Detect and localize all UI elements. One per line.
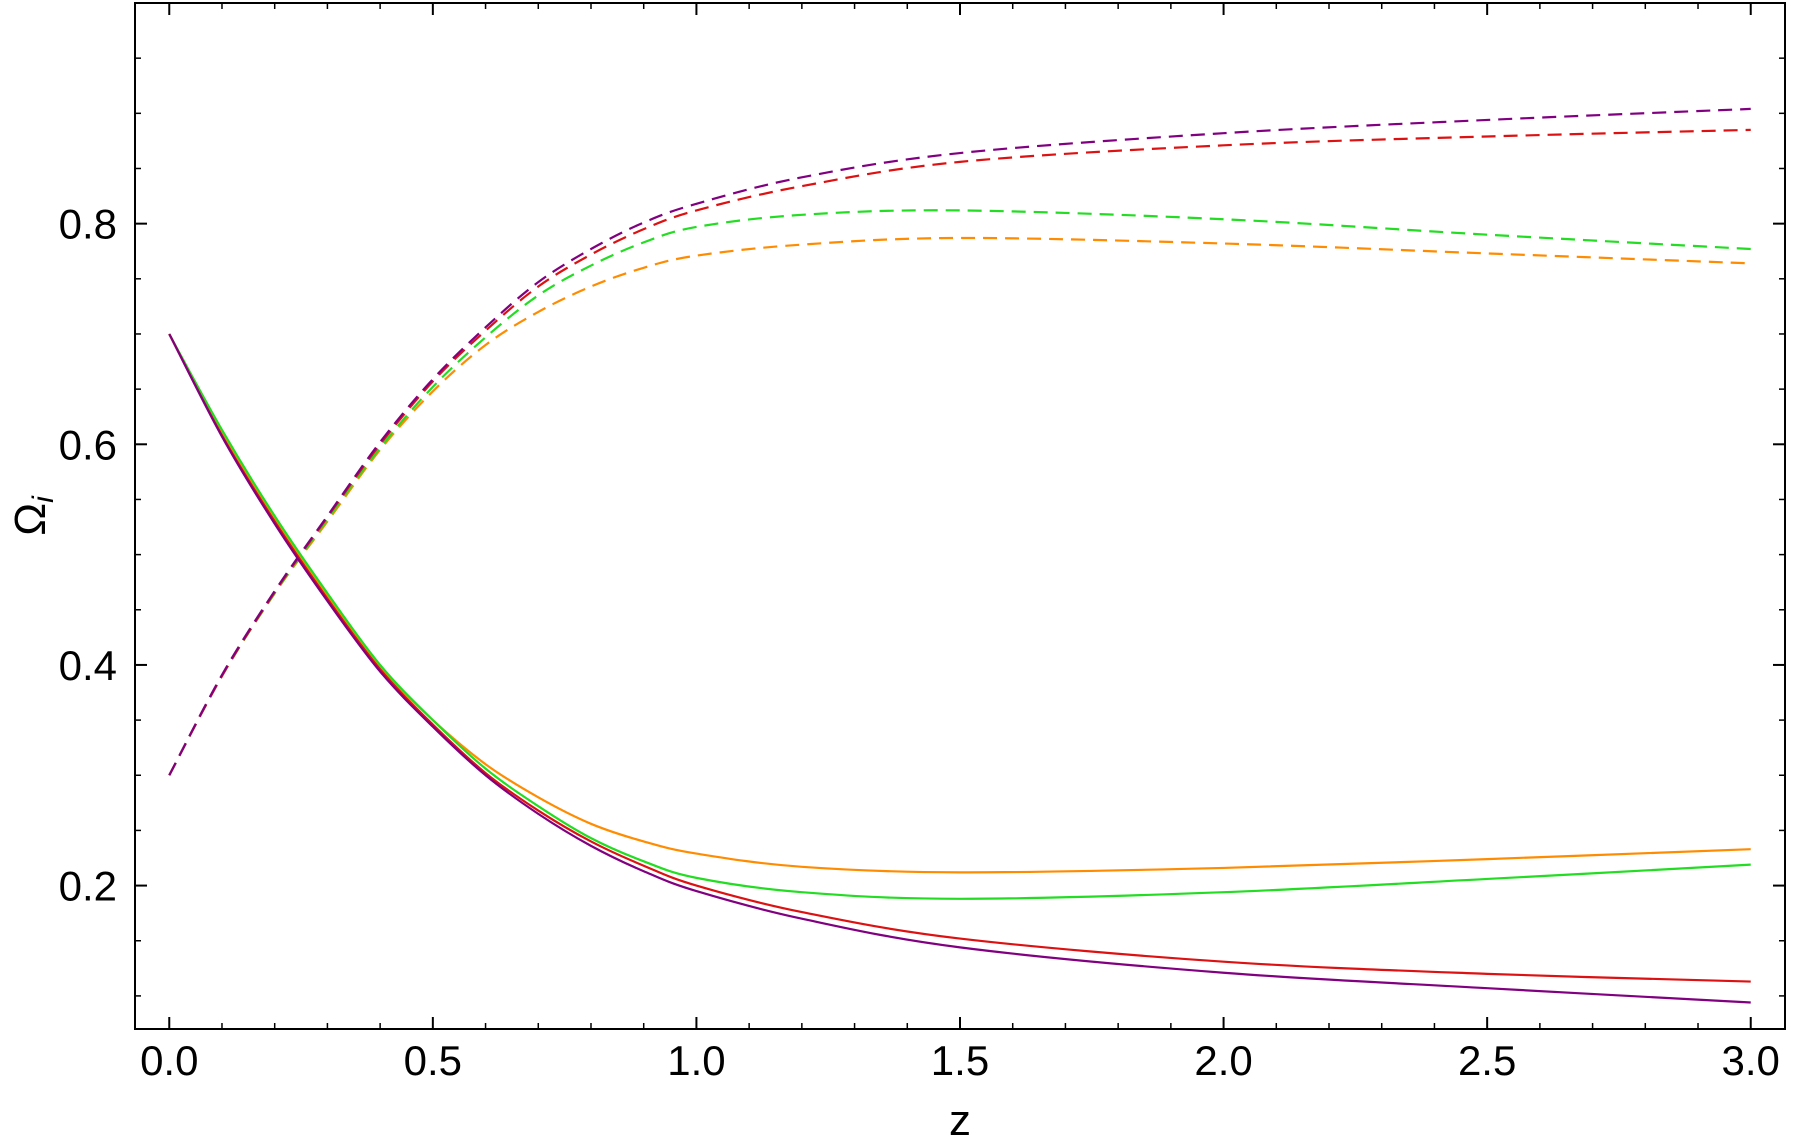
x-tick-label: 2.0 <box>1194 1037 1252 1084</box>
major-ticks <box>135 3 1785 1029</box>
x-axis-label: z <box>949 1096 971 1144</box>
x-tick-label: 1.5 <box>931 1037 989 1084</box>
solid-series-line <box>168 333 1751 983</box>
y-axis-label-subscript: i <box>27 495 60 503</box>
x-tick-label: 0.0 <box>140 1037 198 1084</box>
y-axis-label-main: Ω <box>6 503 55 536</box>
tick-labels: 0.0 0.5 1.0 1.5 2.0 2.5 3.0 0.2 0.4 0.6 0.8 <box>59 201 1780 1084</box>
dashed-series-line <box>168 107 1751 776</box>
y-axis-label: Ωi <box>6 495 60 536</box>
x-tick-label: 0.5 <box>404 1037 462 1084</box>
series-layer <box>168 107 1751 1004</box>
y-tick-label: 0.4 <box>59 642 117 689</box>
solid-series-line <box>168 333 1751 900</box>
minor-ticks <box>135 3 1785 1029</box>
y-tick-label: 0.2 <box>59 863 117 910</box>
x-tick-label: 2.5 <box>1458 1037 1516 1084</box>
solid-series-line <box>168 333 1751 1004</box>
x-tick-label: 1.0 <box>667 1037 725 1084</box>
solid-series-line <box>168 333 1751 874</box>
y-tick-label: 0.8 <box>59 201 117 248</box>
x-tick-label: 3.0 <box>1722 1037 1780 1084</box>
y-tick-label: 0.6 <box>59 421 117 468</box>
